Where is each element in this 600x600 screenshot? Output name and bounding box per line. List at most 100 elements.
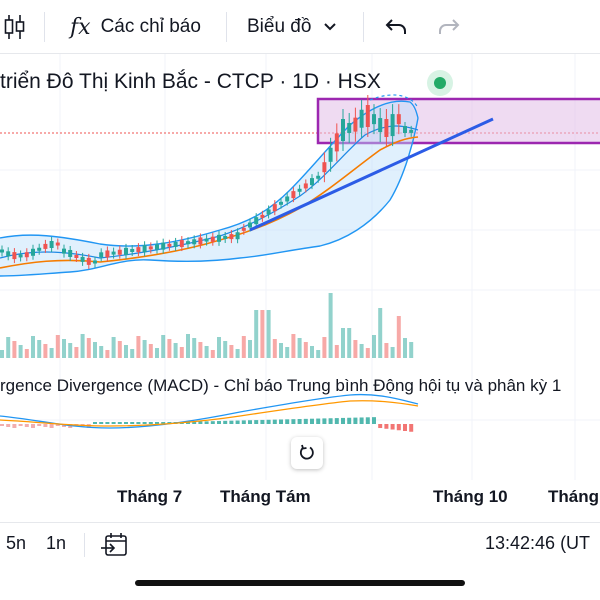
volume-bar <box>204 346 209 358</box>
macd-bar <box>37 424 42 426</box>
price-chart[interactable] <box>0 54 600 512</box>
undo-button[interactable] <box>384 0 408 54</box>
macd-bar <box>297 419 302 424</box>
date-range-button[interactable] <box>100 532 128 563</box>
candle-body <box>217 234 221 242</box>
candle-body <box>223 235 228 239</box>
symbol-legend-title[interactable]: triển Đô Thị Kinh Bắc - CTCP · 1D · HSX <box>0 70 381 93</box>
macd-bar <box>347 417 352 424</box>
macd-bar <box>124 422 128 424</box>
chart-type-button[interactable]: Biểu đồ <box>247 0 337 54</box>
macd-bar <box>217 421 221 424</box>
candle-body <box>272 204 277 212</box>
candle-body <box>279 201 283 205</box>
candlestick-icon[interactable] <box>4 0 26 54</box>
x-axis-label: Tháng Tám <box>220 487 311 506</box>
volume-bar <box>303 342 308 358</box>
bottom-bar: 5n 1n 13:42:46 (UT <box>0 522 600 566</box>
volume-bar <box>353 340 358 358</box>
volume-bar <box>148 344 153 358</box>
macd-bar <box>254 420 259 424</box>
volume-bar <box>322 337 327 358</box>
volume-bar <box>173 343 178 358</box>
macd-bar <box>279 419 283 424</box>
macd-bar <box>49 424 54 428</box>
macd-bar <box>68 424 73 428</box>
range-1n-button[interactable]: 1n <box>46 533 67 553</box>
candle-body <box>378 118 383 133</box>
candle-body <box>229 234 234 240</box>
volume-bar <box>155 348 159 358</box>
candle-body <box>68 249 73 257</box>
macd-bar <box>291 419 296 424</box>
candle-body <box>365 105 370 128</box>
volume-bar <box>0 350 4 358</box>
macd-bar <box>229 420 234 424</box>
volume-bar <box>198 342 203 358</box>
volume-bar <box>192 338 197 358</box>
candle-body <box>372 114 376 125</box>
reset-icon <box>299 444 314 460</box>
candle-body <box>266 209 271 215</box>
candle-body <box>316 175 321 179</box>
clock-timezone[interactable]: 13:42:46 (UT <box>485 533 591 553</box>
chart-area[interactable] <box>0 54 600 512</box>
volume-bar <box>266 310 271 358</box>
trendline[interactable] <box>249 117 494 232</box>
bollinger-upper <box>0 100 419 247</box>
candle-body <box>55 242 60 246</box>
volume-bar <box>130 349 135 358</box>
range-5n-button[interactable]: 5n <box>6 533 27 553</box>
macd-bar <box>130 422 135 424</box>
candle-body <box>173 241 178 247</box>
macd-bar <box>303 418 308 424</box>
candle-body <box>384 118 389 137</box>
candle-body <box>117 249 122 255</box>
macd-bar <box>341 417 345 424</box>
volume-bar <box>279 343 283 358</box>
volume-bar <box>210 350 215 358</box>
indicators-button[interactable]: fx Các chỉ báo <box>70 0 201 54</box>
candle-body <box>409 129 414 133</box>
candle-body <box>18 254 23 258</box>
candle-body <box>93 260 97 264</box>
candle-body <box>49 241 54 249</box>
macd-bar <box>12 424 17 428</box>
reset-chart-button[interactable] <box>291 437 323 469</box>
candle-body <box>24 252 29 258</box>
bottom-separator <box>84 533 85 557</box>
macd-bar <box>403 424 407 431</box>
volume-bar <box>99 346 104 358</box>
macd-bar <box>0 424 4 426</box>
macd-bar <box>167 422 172 424</box>
volume-bar <box>297 338 302 358</box>
volume-bar <box>229 345 234 358</box>
candle-body <box>334 133 339 152</box>
volume-bar <box>396 316 401 358</box>
macd-bar <box>334 418 339 424</box>
volume-bars <box>0 293 414 358</box>
macd-indicator-title[interactable]: rgence Divergence (MACD) - Chỉ báo Trung… <box>0 376 562 395</box>
volume-bar <box>86 338 91 358</box>
candle-body <box>390 114 395 137</box>
volume-bar <box>341 328 345 358</box>
volume-bar <box>241 336 246 358</box>
macd-bar <box>365 417 370 424</box>
candle-body <box>179 240 184 248</box>
candle-body <box>105 250 110 258</box>
macd-bar <box>372 417 376 424</box>
volume-bar <box>254 310 259 358</box>
candle-body <box>297 188 302 192</box>
candle-body <box>136 247 141 253</box>
candle-body <box>0 249 4 253</box>
volume-bar <box>49 348 54 358</box>
volume-bar <box>334 345 339 358</box>
redo-button[interactable] <box>437 0 461 54</box>
toolbar-separator <box>44 12 45 42</box>
macd-bar <box>272 419 277 424</box>
x-axis-label: Tháng 7 <box>117 487 183 506</box>
candle-body <box>12 252 17 260</box>
volume-bar <box>272 339 277 358</box>
volume-bar <box>328 293 333 358</box>
macd-bar <box>62 424 66 427</box>
